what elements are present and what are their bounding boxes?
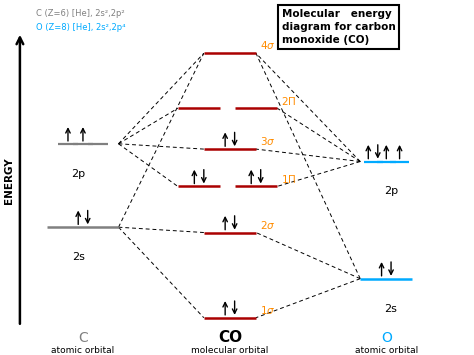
Text: $1\Pi$: $1\Pi$ — [281, 173, 296, 185]
Text: 2p: 2p — [71, 169, 85, 179]
Text: atomic orbital: atomic orbital — [51, 346, 115, 355]
Text: ENERGY: ENERGY — [3, 158, 14, 204]
Text: $4\sigma$: $4\sigma$ — [260, 39, 275, 51]
Text: $3\sigma$: $3\sigma$ — [260, 135, 275, 147]
Text: 2p: 2p — [384, 186, 398, 196]
Text: $1\sigma$: $1\sigma$ — [260, 304, 275, 316]
Text: O (Z=8) [He], 2s²,2p⁴: O (Z=8) [He], 2s²,2p⁴ — [36, 23, 125, 32]
Text: CO: CO — [218, 331, 242, 345]
Text: Molecular   energy
diagram for carbon
monoxide (CO): Molecular energy diagram for carbon mono… — [282, 9, 396, 45]
Text: 2s: 2s — [384, 304, 398, 313]
Text: molecular orbital: molecular orbital — [191, 346, 269, 355]
Text: atomic orbital: atomic orbital — [355, 346, 418, 355]
Text: C (Z=6) [He], 2s²,2p²: C (Z=6) [He], 2s²,2p² — [36, 9, 124, 18]
Text: $2\sigma$: $2\sigma$ — [260, 219, 275, 231]
Text: C: C — [78, 331, 88, 345]
Text: $2\Pi$: $2\Pi$ — [281, 94, 296, 106]
Text: O: O — [381, 331, 392, 345]
Text: 2s: 2s — [72, 252, 85, 262]
